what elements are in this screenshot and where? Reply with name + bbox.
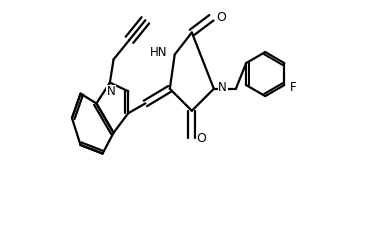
Text: O: O: [197, 132, 207, 145]
Text: O: O: [216, 11, 226, 24]
Text: HN: HN: [149, 46, 167, 59]
Text: N: N: [107, 85, 115, 98]
Text: N: N: [218, 81, 227, 94]
Text: F: F: [290, 81, 296, 94]
